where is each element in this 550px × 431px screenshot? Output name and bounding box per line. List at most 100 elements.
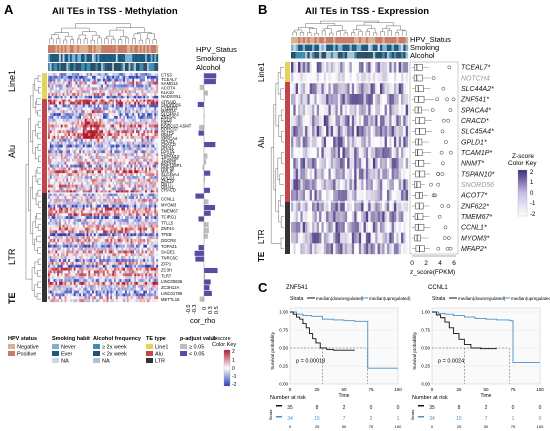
heatmap-cell xyxy=(88,264,91,268)
heatmap-cell xyxy=(125,147,127,151)
heatmap-cell xyxy=(128,247,131,251)
heatmap-cell xyxy=(128,113,131,117)
heatmap-cell xyxy=(57,261,60,265)
heatmap-cell xyxy=(126,259,129,263)
heatmap-cell xyxy=(57,98,60,102)
heatmap-cell xyxy=(117,187,120,191)
heatmap-cell xyxy=(64,170,67,174)
heatmap-cell xyxy=(132,101,135,105)
heatmap-cell xyxy=(95,118,98,122)
heatmap-cell xyxy=(62,78,65,82)
heatmap-cell xyxy=(51,127,54,131)
heatmap-cell xyxy=(95,259,98,263)
heatmap-cell xyxy=(51,193,54,197)
heatmap-cell xyxy=(145,250,148,254)
heatmap-cell xyxy=(86,244,89,248)
heatmap-cell xyxy=(139,107,142,111)
heatmap-cell xyxy=(117,261,120,265)
heatmap-cell xyxy=(136,198,138,202)
heatmap-cell xyxy=(125,176,127,180)
heatmap-cell xyxy=(114,210,116,214)
heatmap-cell xyxy=(130,110,133,114)
heatmap-cell xyxy=(134,115,137,119)
heatmap-cell xyxy=(55,284,58,288)
heatmap-cell xyxy=(86,144,89,148)
heatmap-cell xyxy=(73,176,76,180)
heatmap-cell xyxy=(134,247,137,251)
heatmap-cell xyxy=(77,164,80,168)
heatmap-cell xyxy=(53,253,56,257)
heatmap-cell xyxy=(82,178,85,182)
heatmap-cell xyxy=(59,241,61,245)
heatmap-cell xyxy=(128,173,131,177)
heatmap-cell xyxy=(73,284,76,288)
heatmap-cell xyxy=(77,87,80,91)
heatmap-cell xyxy=(70,267,72,271)
heatmap-cell xyxy=(64,230,67,234)
heatmap-cell xyxy=(81,84,83,88)
heatmap-cell xyxy=(64,293,67,297)
heatmap-cell xyxy=(49,276,52,280)
heatmap-cell xyxy=(99,81,102,85)
heatmap-cell xyxy=(150,279,153,283)
heatmap-cell xyxy=(73,221,76,225)
heatmap-cell xyxy=(125,210,127,214)
heatmap-cell xyxy=(48,270,50,274)
heatmap-cell xyxy=(86,184,89,188)
heatmap-cell xyxy=(132,127,135,131)
heatmap-cell xyxy=(141,276,144,280)
heatmap-cell xyxy=(77,221,80,225)
heatmap-cell xyxy=(70,95,72,99)
heatmap-cell xyxy=(77,115,80,119)
heatmap-cell xyxy=(145,115,148,119)
heatmap-cell xyxy=(84,104,87,108)
heatmap-cell xyxy=(81,170,83,174)
heatmap-cell xyxy=(53,276,56,280)
heatmap-cell xyxy=(119,90,122,94)
heatmap-cell xyxy=(137,95,140,99)
heatmap-cell xyxy=(147,75,149,79)
heatmap-cell xyxy=(136,184,138,188)
heatmap-cell xyxy=(134,198,137,202)
heatmap-cell xyxy=(132,233,135,237)
heatmap-cell xyxy=(73,178,76,182)
heatmap-cell xyxy=(75,104,78,108)
heatmap-cell xyxy=(128,201,131,205)
annotation-cell-alcohol xyxy=(99,63,102,71)
heatmap-cell xyxy=(115,176,118,180)
heatmap-cell xyxy=(150,115,153,119)
heatmap-cell xyxy=(132,184,135,188)
heatmap-cell xyxy=(97,290,100,294)
heatmap-cell xyxy=(90,253,93,257)
heatmap-cell xyxy=(88,130,91,134)
heatmap-cell xyxy=(134,124,137,128)
heatmap-cell xyxy=(53,267,56,271)
heatmap-cell xyxy=(73,244,76,248)
heatmap-cell xyxy=(150,236,153,240)
heatmap-cell xyxy=(55,115,58,119)
heatmap-cell xyxy=(125,279,127,283)
heatmap-cell xyxy=(51,270,54,274)
heatmap-cell xyxy=(81,284,83,288)
heatmap-cell xyxy=(101,101,104,105)
heatmap-cell xyxy=(121,221,124,225)
heatmap-cell xyxy=(143,281,146,285)
heatmap-cell xyxy=(119,273,122,277)
heatmap-cell xyxy=(57,181,60,185)
heatmap-cell xyxy=(150,156,153,160)
heatmap-cell xyxy=(101,290,104,294)
annotation-cell-hpv xyxy=(152,45,155,53)
heatmap-cell xyxy=(145,167,148,171)
heatmap-cell xyxy=(137,75,140,79)
heatmap-cell xyxy=(66,241,69,245)
heatmap-cell xyxy=(81,95,83,99)
heatmap-cell xyxy=(134,201,137,205)
heatmap-cell xyxy=(48,164,50,168)
heatmap-cell xyxy=(99,267,102,271)
heatmap-cell xyxy=(137,230,140,234)
heatmap-cell xyxy=(147,221,149,225)
heatmap-cell xyxy=(134,84,137,88)
heatmap-cell xyxy=(86,173,89,177)
heatmap-cell xyxy=(73,150,76,154)
heatmap-cell xyxy=(141,267,144,271)
